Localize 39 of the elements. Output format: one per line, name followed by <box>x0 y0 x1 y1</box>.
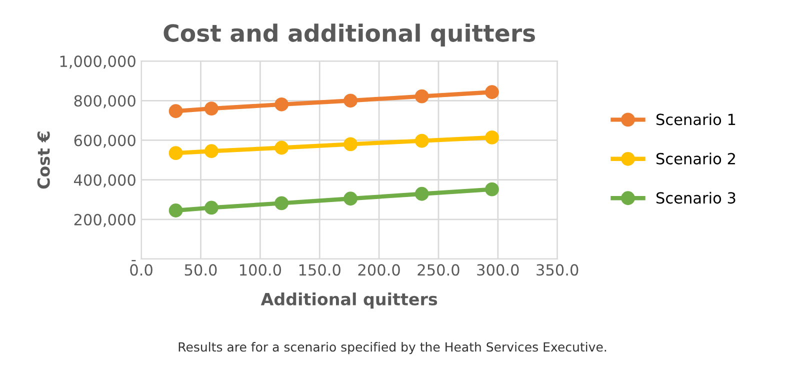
x-tick-label: 350.0 <box>536 264 578 276</box>
x-tick-label: 50.0 <box>184 264 217 276</box>
point <box>274 97 289 112</box>
point <box>168 146 183 160</box>
x-tick-label: 300.0 <box>477 264 519 276</box>
point <box>344 137 358 152</box>
legend-label: Scenario 3 <box>656 192 736 204</box>
point <box>274 140 289 155</box>
point <box>274 196 289 210</box>
point <box>204 200 218 215</box>
point <box>485 182 499 196</box>
point <box>168 104 183 118</box>
point <box>168 204 183 218</box>
legend-label: Scenario 2 <box>656 152 735 164</box>
point <box>204 144 218 158</box>
point <box>485 130 499 144</box>
x-tick-label: 250.0 <box>418 264 460 276</box>
point <box>204 102 218 116</box>
point <box>414 89 429 104</box>
x-tick-label: 0.0 <box>130 264 152 276</box>
x-axis-title: Additional quitters <box>260 292 438 309</box>
point <box>344 94 358 108</box>
point <box>485 85 499 100</box>
x-tick-label: 100.0 <box>240 264 282 276</box>
x-tick-label: 200.0 <box>358 264 400 276</box>
y-tick-label: 200,000 <box>74 214 136 227</box>
text: Results are for a scenario specified by the Heath Services Executive. <box>178 342 606 354</box>
point <box>414 186 429 201</box>
y-tick-label: 1,000,000 <box>60 56 136 69</box>
chart-title: Cost and additional quitters <box>164 24 535 47</box>
legend-label: Scenario 1 <box>656 113 736 126</box>
y-tick-label: 400,000 <box>74 174 136 188</box>
x-tick-label: 150.0 <box>299 264 340 276</box>
point <box>414 134 429 148</box>
y-axis-title: Cost € <box>37 132 50 189</box>
y-tick-label: - <box>132 260 136 262</box>
y-tick-label: 800,000 <box>74 95 136 108</box>
point <box>344 192 358 206</box>
y-tick-label: 600,000 <box>74 134 136 148</box>
